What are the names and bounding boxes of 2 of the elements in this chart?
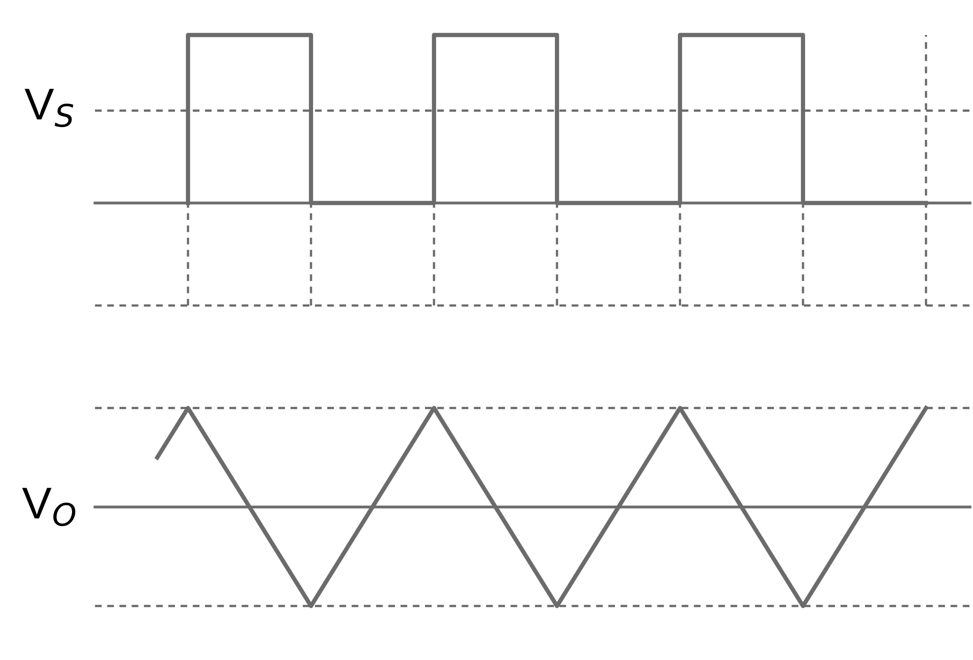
- y-axis-title: V$_{O}$: [22, 488, 76, 526]
- y-axis-title: V$_{S}$: [24, 88, 74, 128]
